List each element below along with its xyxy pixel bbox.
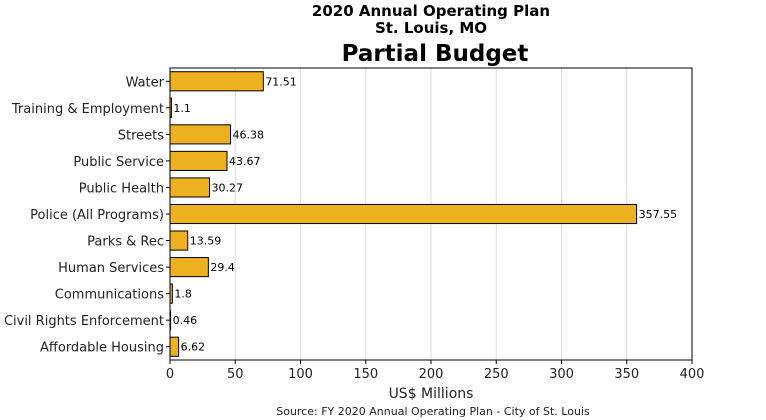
- category-labels: Water Training & Employment Streets Public …: [4, 75, 170, 356]
- chart-header-line1: 2020 Annual Operating Plan: [312, 2, 550, 20]
- bar: [169, 230, 189, 251]
- category-label: Public Health: [79, 181, 164, 196]
- source-note: Source: FY 2020 Annual Operating Plan - …: [276, 405, 590, 418]
- category-label: Human Services: [58, 261, 164, 276]
- category-label: Public Service: [73, 155, 164, 170]
- x-tick-label: 0: [166, 367, 174, 382]
- bar-value-label: 43.67: [229, 155, 261, 168]
- x-tick-label: 250: [484, 367, 509, 382]
- bar: [169, 177, 211, 198]
- bar: [169, 203, 638, 225]
- bar-value-label: 13.59: [190, 235, 222, 248]
- bar-value-label: 71.51: [265, 75, 297, 88]
- category-label: Communications: [55, 288, 164, 303]
- bar: [169, 150, 228, 171]
- x-tick-label: 50: [227, 367, 244, 382]
- category-label: Parks & Rec: [87, 235, 164, 250]
- category-label: Training & Employment: [11, 102, 164, 117]
- x-tick-label: 150: [353, 367, 378, 382]
- x-tick-label: 100: [288, 367, 313, 382]
- x-tick-label: 350: [614, 367, 639, 382]
- bar-value-label: 46.38: [233, 128, 264, 141]
- x-axis-title: US$ Millions: [389, 386, 474, 402]
- chart-title: Partial Budget: [342, 41, 529, 67]
- category-label: Police (All Programs): [30, 208, 164, 223]
- x-tick-label: 400: [680, 367, 705, 382]
- bar-value-label: 29.4: [210, 261, 235, 274]
- category-label: Water: [126, 75, 165, 90]
- bar: [169, 71, 264, 92]
- category-label: Streets: [118, 128, 165, 143]
- bar-value-label: 1.8: [174, 288, 192, 301]
- value-labels: 71.51 1.1 46.38 43.67 30.27 357.55 13.59 29.4 1.…: [173, 75, 678, 353]
- bars: [169, 71, 638, 357]
- bar-value-label: 1.1: [173, 102, 191, 115]
- chart-header-line2: St. Louis, MO: [375, 19, 487, 37]
- category-label: Affordable Housing: [40, 341, 164, 356]
- category-label: Civil Rights Enforcement: [4, 314, 164, 329]
- bar: [169, 336, 180, 357]
- bar: [169, 124, 232, 145]
- x-tick-label: 200: [419, 367, 444, 382]
- bar-value-label: 357.55: [639, 208, 678, 221]
- bar: [169, 257, 209, 278]
- x-tick-label: 300: [549, 367, 574, 382]
- bar-value-label: 0.46: [173, 314, 198, 327]
- bar-value-label: 6.62: [181, 341, 206, 354]
- x-tick-labels: 0 50 100 150 200 250 300 350 400: [166, 360, 705, 382]
- bar-value-label: 30.27: [212, 181, 244, 194]
